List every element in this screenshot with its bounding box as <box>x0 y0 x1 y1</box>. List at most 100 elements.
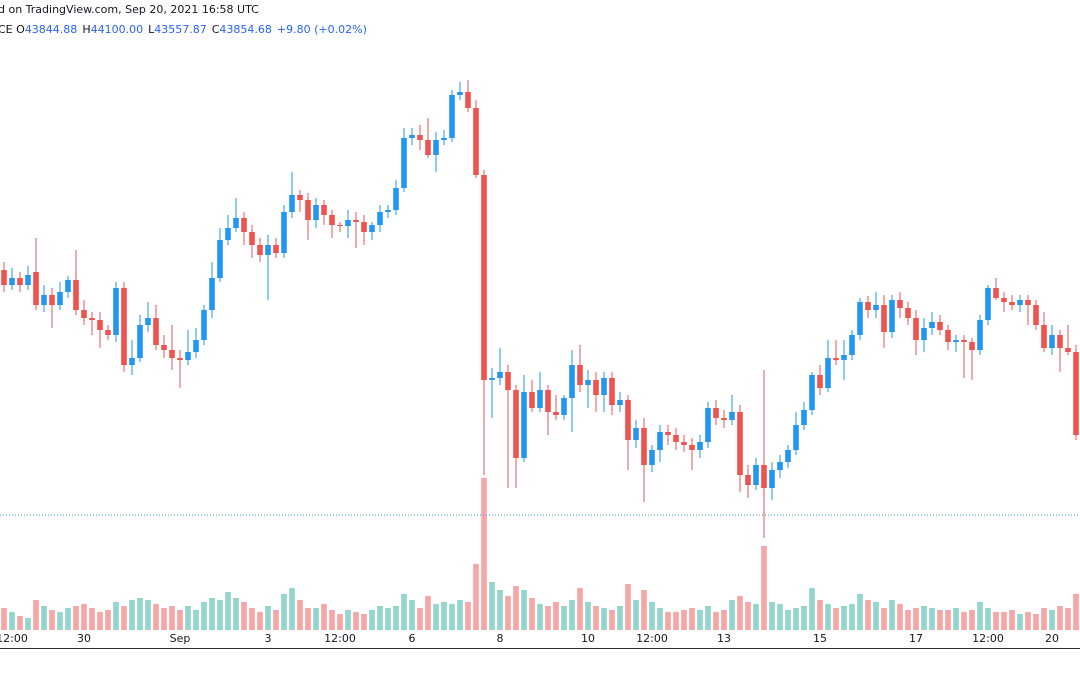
volume-bar <box>289 588 295 630</box>
volume-bar <box>425 596 431 630</box>
volume-bar <box>417 608 423 630</box>
volume-bar <box>441 602 447 630</box>
volume-bar <box>913 608 919 630</box>
volume-bar <box>1001 612 1007 630</box>
candle-body <box>937 322 943 330</box>
x-tick-label: 20 <box>1045 632 1059 645</box>
volume-bar <box>257 612 263 630</box>
x-tick-label: 10 <box>581 632 595 645</box>
candle-body <box>865 302 871 310</box>
candle-body <box>329 215 335 225</box>
candle-body <box>249 232 255 245</box>
volume-bar <box>497 590 503 630</box>
volume-bar <box>545 606 551 630</box>
candle-body <box>641 428 647 465</box>
volume-bar <box>729 600 735 630</box>
volume-bar <box>1041 608 1047 630</box>
volume-bar <box>89 608 95 630</box>
x-tick-label: 12:00 <box>324 632 356 645</box>
candle-body <box>193 340 199 352</box>
volume-bar <box>449 604 455 630</box>
volume-bar <box>73 606 79 630</box>
candle-body <box>1025 300 1031 305</box>
candle-body <box>745 475 751 485</box>
candle-body <box>577 365 583 385</box>
volume-bar <box>521 590 527 630</box>
candle-body <box>857 302 863 335</box>
candle-body <box>265 245 271 255</box>
ohlc-value: 44100.00 <box>90 23 144 36</box>
candle-body <box>617 400 623 405</box>
volume-bar <box>929 608 935 630</box>
volume-bar <box>185 606 191 630</box>
volume-bar <box>745 602 751 630</box>
candle-body <box>337 225 343 226</box>
volume-bar <box>1 608 7 630</box>
ohlc-value: 43854.68 <box>219 23 272 36</box>
ohlc-label: C <box>211 23 220 36</box>
volume-bar <box>641 590 647 630</box>
volume-bar <box>297 600 303 630</box>
chart-title: d on TradingView.com, Sep 20, 2021 16:58… <box>0 3 259 16</box>
candle-body <box>201 310 207 340</box>
candle-body <box>793 425 799 450</box>
candle-body <box>921 328 927 340</box>
candle-body <box>297 195 303 200</box>
ohlc-label: L <box>148 23 155 36</box>
candle-body <box>561 398 567 415</box>
volume-bar <box>1025 612 1031 630</box>
volume-bar <box>361 614 367 630</box>
volume-bar <box>513 586 519 630</box>
candle-body <box>873 305 879 310</box>
volume-bar <box>881 608 887 630</box>
candle-body <box>905 308 911 318</box>
candle-body <box>1017 300 1023 305</box>
candle-body <box>721 418 727 420</box>
volume-bar <box>305 608 311 630</box>
candle-body <box>841 355 847 360</box>
candle-body <box>409 135 415 138</box>
volume-bar <box>961 612 967 630</box>
volume-bar <box>9 612 15 630</box>
candle-body <box>545 390 551 412</box>
volume-bar <box>801 606 807 630</box>
volume-bar <box>457 600 463 630</box>
volume-bar <box>161 608 167 630</box>
volume-bar <box>529 598 535 630</box>
volume-bar <box>193 610 199 630</box>
volume-bar <box>1057 606 1063 630</box>
candle-body <box>665 432 671 435</box>
x-tick-label: Sep <box>170 632 191 645</box>
volume-bar <box>705 606 711 630</box>
volume-bar <box>329 610 335 630</box>
candle-body <box>481 175 487 380</box>
candle-body <box>737 412 743 475</box>
candle-body <box>537 390 543 408</box>
candle-body <box>777 462 783 470</box>
candle-body <box>49 295 55 305</box>
volume-bar <box>889 600 895 630</box>
volume-bar <box>233 598 239 630</box>
volume-bar <box>369 610 375 630</box>
candle-body <box>217 240 223 278</box>
volume-bar <box>281 594 287 630</box>
volume-bar <box>793 608 799 630</box>
volume-bar <box>345 610 351 630</box>
candle-body <box>457 92 463 95</box>
volume-bar <box>385 608 391 630</box>
volume-bar <box>561 606 567 630</box>
candle-body <box>681 442 687 445</box>
x-tick-label: 3 <box>265 632 272 645</box>
volume-bar <box>225 592 231 630</box>
volume-bar <box>945 610 951 630</box>
volume-bar <box>465 602 471 630</box>
candle-body <box>145 318 151 325</box>
x-tick-label: 8 <box>497 632 504 645</box>
volume-bar <box>753 604 759 630</box>
volume-bar <box>897 604 903 630</box>
candle-body <box>953 340 959 342</box>
volume-bar <box>721 610 727 630</box>
candle-body <box>633 428 639 440</box>
volume-bar <box>97 612 103 630</box>
